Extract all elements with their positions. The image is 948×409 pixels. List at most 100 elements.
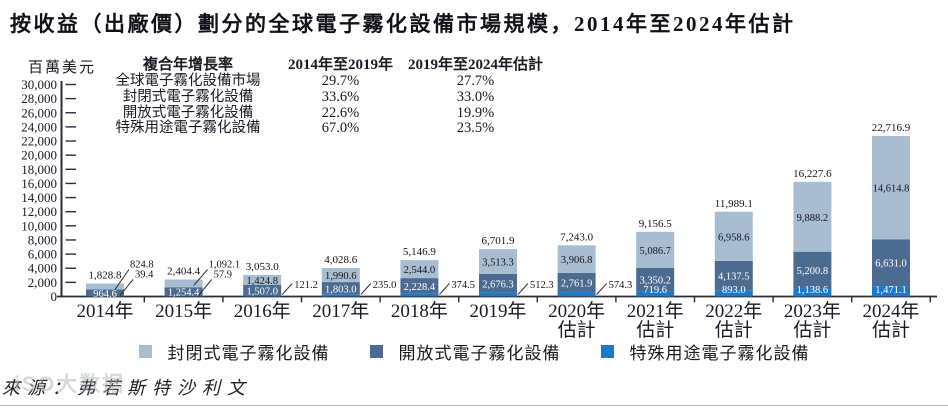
x-axis-label: 2020年 bbox=[548, 300, 605, 322]
bar-closed-label: 2,544.0 bbox=[404, 265, 436, 276]
bar-total-label: 9,156.5 bbox=[639, 218, 673, 230]
cagr-col-header-2014-2019: 2014年至2019年 bbox=[288, 57, 394, 73]
cagr-col-header-2019-2024: 2019年至2024年估計 bbox=[407, 57, 543, 73]
bar-segment-closed-system bbox=[243, 274, 282, 285]
bar-segment-closed-system bbox=[86, 283, 124, 290]
bar-open-label: 3,350.2 bbox=[639, 276, 671, 287]
bar-total-label: 22,716.9 bbox=[872, 122, 911, 134]
bar-segment-open-system bbox=[400, 278, 439, 294]
bar-open-label: 2,761.9 bbox=[561, 279, 593, 290]
cagr-row-value-1: 29.7% bbox=[321, 73, 360, 89]
x-axis-label: 2016年 bbox=[234, 300, 291, 322]
leader-line bbox=[198, 279, 212, 296]
legend-label: 開放式電子霧化設備 bbox=[398, 344, 561, 363]
bar-segment-open-system bbox=[321, 282, 360, 295]
legend-item-special-purpose: 特殊用途電子霧化設備 bbox=[600, 339, 810, 364]
bar-total-label: 5,146.9 bbox=[403, 246, 437, 258]
bar-segment-special-purpose bbox=[872, 286, 910, 297]
bar-special-label: 893.0 bbox=[722, 285, 746, 296]
y-tick-label: 22,000 bbox=[21, 134, 57, 149]
bar-segment-open-system bbox=[164, 287, 203, 297]
bar-segment-open-system bbox=[636, 267, 675, 292]
y-axis-unit-label: 百萬美元 bbox=[28, 60, 97, 76]
bar-closed-label: 1,092.1 bbox=[209, 260, 241, 271]
cagr-row-label: 全球電子霧化設備市場 bbox=[115, 73, 261, 89]
bar-segment-closed-system bbox=[872, 135, 910, 240]
bar-closed-label: 3,513.3 bbox=[482, 258, 514, 269]
bar-total-label: 16,227.6 bbox=[793, 168, 832, 180]
leader-line bbox=[114, 269, 130, 290]
bar-closed-label: 9,888.2 bbox=[797, 213, 829, 224]
source-line: 來源：弗若斯特沙利文 bbox=[2, 378, 252, 398]
legend-swatch-closed-system bbox=[138, 345, 152, 358]
legend-swatch-special-purpose bbox=[600, 345, 614, 358]
y-tick-label: 10,000 bbox=[21, 218, 57, 233]
bar-open-label: 5,200.8 bbox=[797, 266, 829, 277]
x-axis-label: 2024年 bbox=[862, 300, 919, 322]
leader-line bbox=[119, 279, 134, 296]
bar-closed-label: 1,990.6 bbox=[325, 271, 357, 282]
y-tick-label: 14,000 bbox=[21, 190, 57, 205]
x-axis-label: 2015年 bbox=[155, 300, 212, 322]
bar-closed-label: 1,424.8 bbox=[246, 276, 278, 287]
bar-closed-label: 824.8 bbox=[130, 260, 154, 271]
x-axis-label: 2014年 bbox=[76, 300, 133, 322]
bar-segment-closed-system bbox=[321, 268, 360, 283]
x-axis-label: 2022年 bbox=[705, 300, 762, 322]
x-axis-label: 2018年 bbox=[391, 300, 448, 322]
bar-total-label: 1,828.8 bbox=[89, 270, 123, 282]
y-tick-label: 2,000 bbox=[28, 275, 57, 290]
bar-segment-closed-system bbox=[479, 249, 517, 274]
bar-segment-open-system bbox=[872, 239, 910, 287]
bar-total-label: 4,028.6 bbox=[324, 254, 358, 266]
cagr-row-label: 特殊用途電子霧化設備 bbox=[115, 120, 261, 137]
legend-swatch-open-system bbox=[369, 345, 383, 358]
x-axis-label-note: 估計 bbox=[715, 319, 753, 341]
bar-segment-closed-system bbox=[714, 211, 753, 261]
bar-open-label: 6,631.0 bbox=[875, 259, 907, 270]
x-axis-label-note: 估計 bbox=[558, 319, 596, 341]
leader-line bbox=[281, 283, 293, 295]
cagr-row-value-2: 33.0% bbox=[456, 88, 495, 105]
y-tick-label: 28,000 bbox=[21, 91, 57, 106]
bar-closed-label: 6,958.6 bbox=[718, 232, 750, 243]
bar-special-label: 121.2 bbox=[294, 280, 318, 291]
y-tick-label: 30,000 bbox=[21, 77, 57, 92]
bar-open-label: 2,228.4 bbox=[404, 282, 436, 293]
cagr-table: 複合年增長率 2014年至2019年 2019年至2024年估計 全球電子霧化設… bbox=[88, 56, 558, 137]
y-tick-label: 20,000 bbox=[21, 148, 57, 163]
bar-open-label: 4,137.5 bbox=[718, 272, 750, 283]
cagr-row-value-2: 23.5% bbox=[456, 120, 495, 137]
cagr-row-value-1: 33.6% bbox=[321, 88, 360, 105]
bar-special-label: 719.6 bbox=[643, 285, 667, 296]
bar-segment-closed-system bbox=[636, 231, 675, 268]
bar-total-label: 3,053.0 bbox=[246, 261, 280, 273]
y-tick-label: 8,000 bbox=[28, 232, 57, 247]
bar-segment-closed-system bbox=[400, 260, 439, 279]
bar-special-label: 574.3 bbox=[609, 280, 633, 291]
bar-segment-special-purpose bbox=[243, 295, 282, 297]
y-tick-label: 4,000 bbox=[28, 261, 57, 276]
y-tick-label: 12,000 bbox=[21, 204, 57, 219]
bar-open-label: 1,507.0 bbox=[246, 286, 278, 297]
bar-segment-closed-system bbox=[557, 245, 596, 273]
y-tick-label: 24,000 bbox=[21, 119, 57, 134]
x-axis-label-note: 估計 bbox=[793, 319, 831, 341]
bar-segment-open-system bbox=[479, 273, 517, 293]
cagr-row-value-1: 67.0% bbox=[321, 120, 360, 137]
bar-special-label: 1,471.1 bbox=[875, 285, 907, 296]
cagr-row-value-1: 22.6% bbox=[321, 104, 360, 121]
y-tick-label: 6,000 bbox=[28, 247, 57, 262]
bar-special-label: 235.0 bbox=[373, 280, 397, 291]
bar-open-label: 2,676.3 bbox=[482, 279, 514, 290]
bar-closed-label: 5,086.7 bbox=[639, 246, 671, 257]
x-axis-label-note: 估計 bbox=[636, 319, 674, 341]
bottom-divider bbox=[0, 405, 948, 406]
bar-total-label: 6,701.9 bbox=[482, 235, 516, 247]
bar-special-label: 57.9 bbox=[214, 270, 232, 281]
x-axis-label: 2017年 bbox=[312, 300, 369, 322]
bar-total-label: 11,989.1 bbox=[715, 198, 753, 210]
legend-label: 特殊用途電子霧化設備 bbox=[629, 344, 810, 363]
